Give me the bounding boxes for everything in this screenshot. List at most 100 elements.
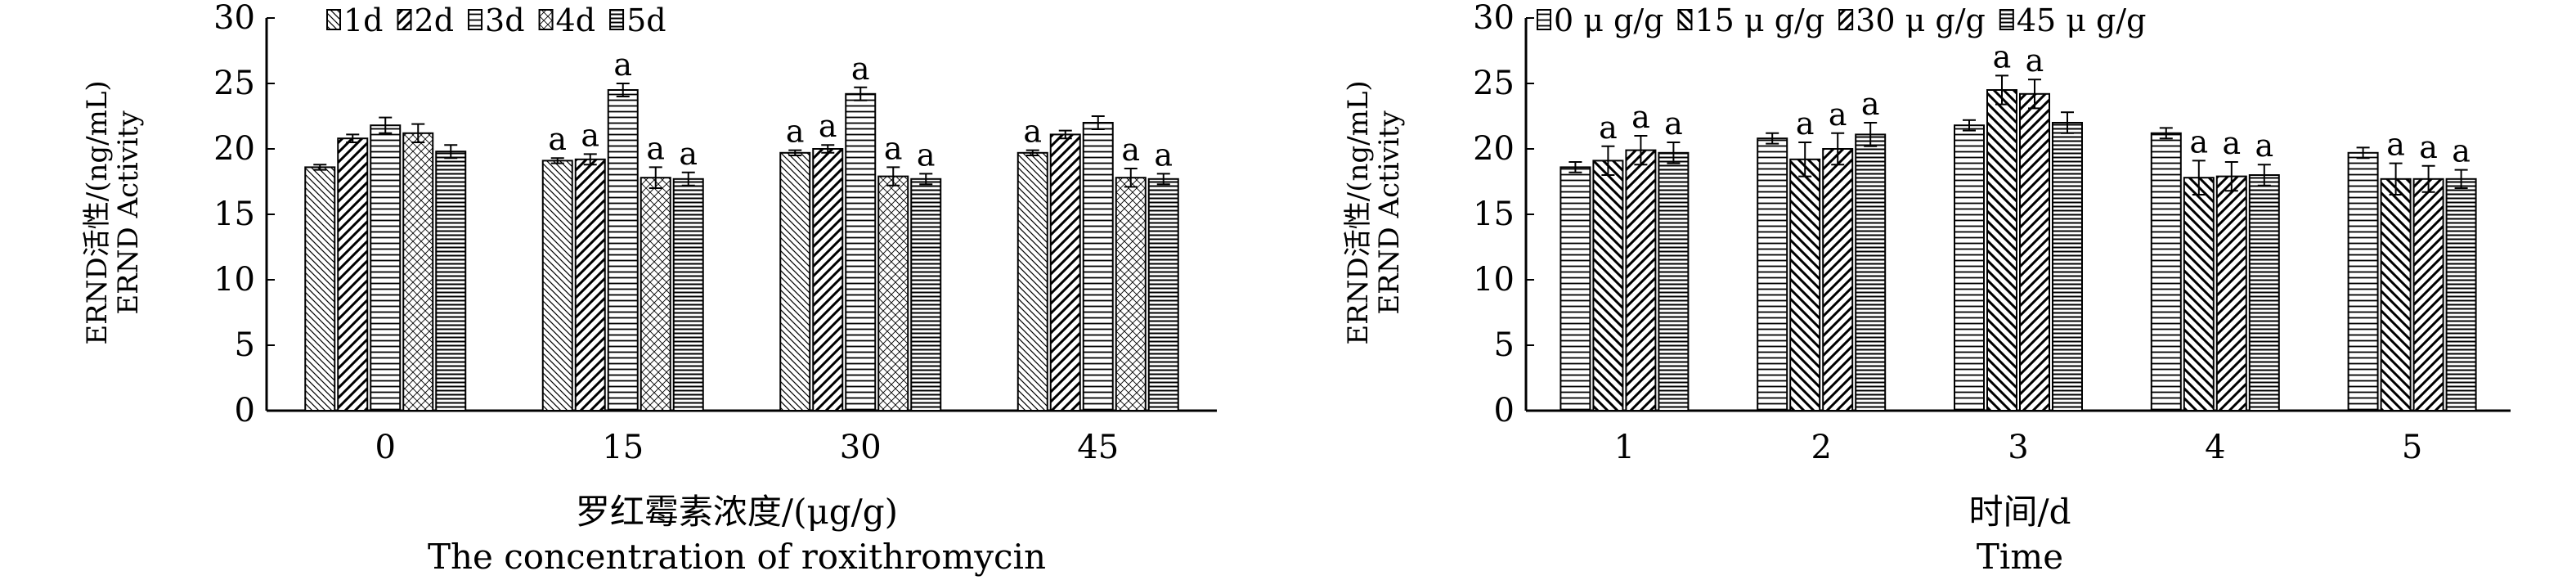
x-tick-label: 0	[375, 429, 396, 466]
bar	[1789, 158, 1821, 412]
legend-swatch	[397, 9, 412, 30]
bar	[1658, 151, 1690, 412]
significance-label: a	[786, 114, 805, 150]
y-tick-label: 10	[213, 261, 255, 299]
legend-swatch	[538, 9, 554, 30]
legend-label: 15 μ g/g	[1694, 2, 1824, 38]
y-tick-label: 20	[213, 130, 255, 168]
legend-label: 4d	[556, 2, 596, 38]
x-axis-title-zh: 时间/d	[1968, 492, 2071, 532]
x-tick-label: 3	[2008, 429, 2028, 466]
significance-label: a	[548, 121, 567, 157]
significance-label: a	[1664, 106, 1683, 142]
legend: 1d 2d 3d 4d 5d	[326, 2, 666, 38]
bar	[845, 92, 877, 412]
bar	[435, 151, 467, 411]
x-axis-title-en: Time	[1977, 537, 2063, 577]
y-axis-title-en: ERND Activity	[1373, 110, 1406, 315]
bar	[2248, 174, 2280, 411]
bar	[812, 148, 844, 411]
bar	[910, 178, 942, 412]
bar	[640, 177, 671, 411]
bar	[2183, 177, 2215, 411]
y-tick-label: 5	[1494, 326, 1515, 364]
significance-label: a	[1631, 99, 1650, 135]
bar	[2215, 175, 2247, 411]
legend-swatch	[1838, 9, 1854, 30]
bar	[2347, 151, 2379, 412]
bar	[779, 151, 811, 412]
bar	[1855, 133, 1887, 411]
legend-label: 3d	[485, 2, 525, 38]
legend-swatch	[1677, 9, 1693, 30]
x-tick-label: 45	[1077, 429, 1119, 466]
bar	[607, 89, 639, 411]
legend-swatch	[468, 9, 483, 30]
y-tick-label: 25	[1473, 65, 1515, 102]
y-tick-label: 0	[235, 392, 255, 429]
bar	[1082, 122, 1114, 411]
significance-label: a	[1861, 86, 1880, 122]
significance-label: a	[819, 108, 837, 144]
bar	[2445, 178, 2477, 412]
significance-label: a	[646, 130, 665, 166]
y-tick-label: 15	[213, 196, 255, 233]
bar	[2052, 122, 2083, 411]
bar	[877, 175, 909, 411]
significance-label: a	[1121, 132, 1140, 168]
bar	[370, 124, 402, 411]
bar	[2150, 132, 2182, 412]
legend-label: 2d	[415, 2, 455, 38]
legend-label: 0 μ g/g	[1554, 2, 1663, 38]
y-tick-label: 15	[1473, 196, 1515, 233]
legend-swatch	[1999, 9, 2014, 30]
legend: 0 μ g/g 15 μ g/g 30 μ g/g 45 μ g/g	[1537, 2, 2147, 38]
significance-label: a	[2386, 127, 2405, 163]
x-tick-label: 15	[602, 429, 644, 466]
significance-label: a	[1154, 137, 1173, 173]
x-axis-title-zh: 罗红霉素浓度/(μg/g)	[576, 492, 898, 532]
y-tick-label: 25	[213, 65, 255, 102]
bar	[672, 178, 704, 412]
bar	[1986, 89, 2017, 411]
y-tick-label: 0	[1494, 392, 1515, 429]
significance-label: a	[1023, 114, 1042, 150]
legend-swatch	[326, 9, 341, 30]
y-tick-label: 20	[1473, 130, 1515, 168]
bar	[2019, 92, 2050, 412]
y-axis-title-zh: ERND活性/(ng/mL)	[1342, 80, 1375, 344]
y-tick-label: 30	[1473, 0, 1515, 37]
bar	[1822, 148, 1854, 411]
legend-label: 5d	[626, 2, 666, 38]
significance-label: a	[2255, 128, 2273, 164]
bar	[541, 160, 573, 411]
bar	[2412, 178, 2444, 412]
x-tick-label: 1	[1614, 429, 1635, 466]
y-tick-label: 10	[1473, 261, 1515, 299]
significance-label: a	[884, 130, 903, 166]
bar	[1147, 178, 1179, 412]
x-tick-label: 30	[840, 429, 882, 466]
bar	[1560, 166, 1591, 411]
significance-label: a	[917, 137, 936, 173]
x-axis-title-en: The concentration of roxithromycin	[428, 537, 1046, 577]
x-tick-label: 5	[2402, 429, 2422, 466]
significance-label: a	[2419, 129, 2438, 165]
legend-label: 1d	[343, 2, 384, 38]
significance-label: a	[2026, 43, 2044, 79]
significance-label: a	[1993, 38, 2012, 74]
legend-label: 30 μ g/g	[1856, 2, 1986, 38]
significance-label: a	[1796, 106, 1815, 142]
significance-label: a	[2189, 124, 2208, 160]
bar	[402, 132, 434, 412]
legend-swatch	[609, 9, 625, 30]
significance-label: a	[851, 51, 870, 87]
significance-label: a	[2452, 133, 2471, 169]
bar	[1115, 177, 1147, 411]
bar	[1592, 160, 1624, 411]
significance-label: a	[679, 136, 698, 172]
bar	[1625, 149, 1657, 411]
